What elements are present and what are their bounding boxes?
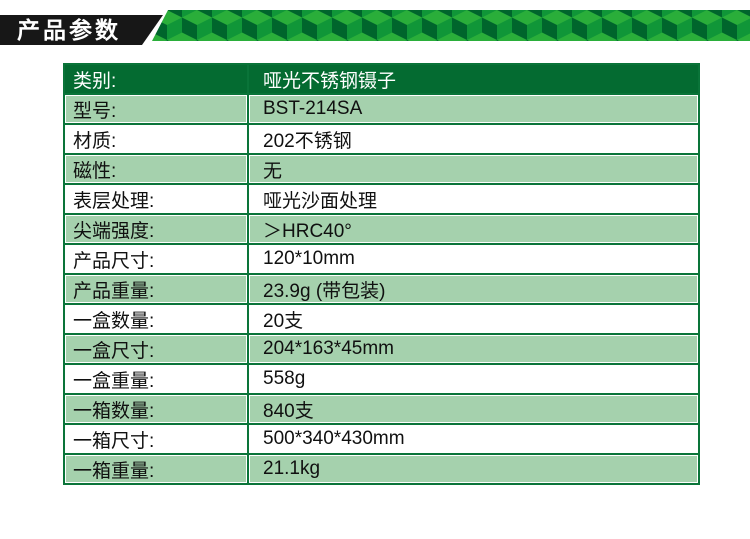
param-label: 一盒重量:: [63, 363, 249, 395]
param-value: ＞HRC40°: [247, 213, 700, 245]
table-row: 一盒重量: 558g: [63, 363, 700, 395]
params-table: 类别: 哑光不锈钢镊子 型号: BST-214SA 材质: 202不锈钢 磁性: 无表层处理:…: [63, 63, 700, 485]
decorative-cube-strip: [152, 10, 750, 41]
param-label: 一箱数量:: [63, 393, 249, 425]
param-value: 558g: [247, 363, 700, 395]
param-label: 一盒尺寸:: [63, 333, 249, 365]
param-label: 产品尺寸:: [63, 243, 249, 275]
table-row: 表层处理: 哑光沙面处理: [63, 183, 700, 215]
section-title-banner: 产品参数: [0, 15, 163, 45]
table-row: 产品重量: 23.9g (带包装): [63, 273, 700, 305]
table-row: 一盒尺寸: 204*163*45mm: [63, 333, 700, 365]
param-label: 产品重量:: [63, 273, 249, 305]
param-value: BST-214SA: [247, 93, 700, 125]
table-row: 一盒数量: 20支: [63, 303, 700, 335]
table-row: 材质: 202不锈钢: [63, 123, 700, 155]
param-value: 500*340*430mm: [247, 423, 700, 455]
param-value: 204*163*45mm: [247, 333, 700, 365]
table-row: 一箱重量: 21.1kg: [63, 453, 700, 485]
table-row: 产品尺寸: 120*10mm: [63, 243, 700, 275]
param-label: 尖端强度:: [63, 213, 249, 245]
param-value: 哑光沙面处理: [247, 183, 700, 215]
param-value: 120*10mm: [247, 243, 700, 275]
section-title: 产品参数: [17, 17, 121, 43]
param-label: 材质:: [63, 123, 249, 155]
param-label: 型号:: [63, 93, 249, 125]
cube-pattern-graphic: [152, 10, 750, 41]
param-label: 类别:: [63, 63, 249, 95]
table-row: 磁性: 无: [63, 153, 700, 185]
table-row: 尖端强度: ＞HRC40°: [63, 213, 700, 245]
param-value: 21.1kg: [247, 453, 700, 485]
param-value: 23.9g (带包装): [247, 273, 700, 305]
param-value: 840支: [247, 393, 700, 425]
param-value: 哑光不锈钢镊子: [247, 63, 700, 95]
param-value: 202不锈钢: [247, 123, 700, 155]
table-row: 一箱数量: 840支: [63, 393, 700, 425]
table-row: 一箱尺寸: 500*340*430mm: [63, 423, 700, 455]
params-table-body: 类别: 哑光不锈钢镊子 型号: BST-214SA 材质: 202不锈钢 磁性: 无表层处理:…: [63, 63, 700, 485]
param-label: 磁性:: [63, 153, 249, 185]
param-value: 20支: [247, 303, 700, 335]
param-label: 一箱尺寸:: [63, 423, 249, 455]
table-row: 类别: 哑光不锈钢镊子: [63, 63, 700, 95]
param-label: 一箱重量:: [63, 453, 249, 485]
table-row: 型号: BST-214SA: [63, 93, 700, 125]
param-label: 一盒数量:: [63, 303, 249, 335]
param-label: 表层处理:: [63, 183, 249, 215]
param-value: 无: [247, 153, 700, 185]
